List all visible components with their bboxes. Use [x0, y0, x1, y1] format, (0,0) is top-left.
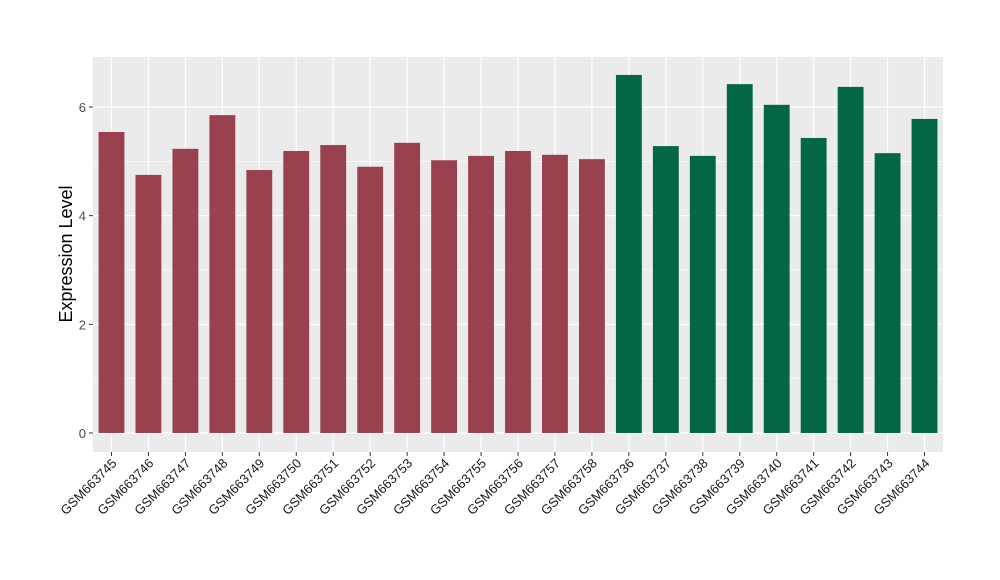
bar-GSM663752	[357, 166, 384, 433]
bar-GSM663758	[578, 159, 605, 433]
bar-GSM663739	[726, 84, 753, 433]
y-tick-label: 4	[79, 209, 86, 224]
bar-GSM663741	[800, 137, 827, 433]
bar-GSM663749	[246, 170, 273, 433]
y-axis-label: Expression Level	[56, 185, 76, 322]
bar-GSM663755	[468, 155, 494, 433]
bar-GSM663746	[135, 174, 162, 433]
bar-GSM663743	[874, 153, 901, 433]
bar-GSM663745	[98, 131, 125, 433]
bar-GSM663753	[394, 142, 421, 433]
y-tick-label: 2	[79, 317, 86, 332]
bar-GSM663754	[431, 160, 458, 433]
bar-GSM663738	[689, 155, 716, 433]
bar-GSM663756	[505, 150, 531, 433]
bar-GSM663740	[763, 104, 790, 433]
bar-GSM663747	[172, 148, 199, 433]
bar-GSM663737	[652, 146, 679, 433]
y-axis: 0 2 4 6	[79, 100, 93, 441]
bar-GSM663744	[911, 118, 938, 433]
bars	[98, 74, 938, 433]
y-tick-label: 6	[79, 100, 86, 115]
bar-GSM663742	[837, 86, 864, 433]
bar-GSM663757	[542, 154, 568, 433]
y-tick-label: 0	[79, 426, 86, 441]
bar-GSM663748	[209, 115, 236, 433]
bar-GSM663750	[283, 150, 310, 433]
bar-GSM663736	[615, 74, 642, 433]
x-axis: GSM663745GSM663746GSM663747GSM663748GSM6…	[57, 452, 933, 518]
bar-GSM663751	[320, 145, 347, 433]
